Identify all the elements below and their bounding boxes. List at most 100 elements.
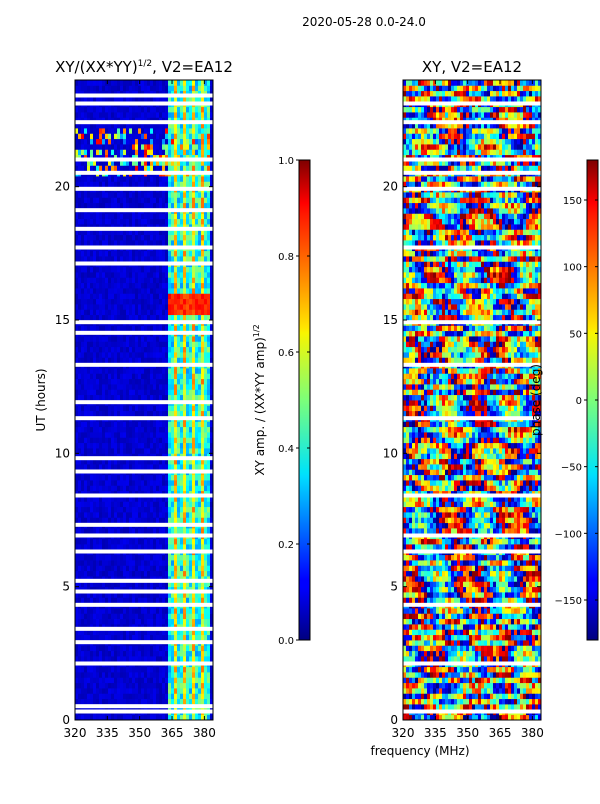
heatmap-cell	[138, 277, 142, 284]
heatmap-cell	[78, 357, 82, 364]
heatmap-cell	[201, 144, 205, 150]
heatmap-cell	[105, 272, 109, 278]
heatmap-cell	[147, 240, 151, 246]
heatmap-cell	[108, 426, 112, 433]
heatmap-cell	[159, 474, 163, 481]
heatmap-cell	[84, 213, 88, 220]
heatmap-cell	[177, 341, 181, 348]
heatmap-cell	[96, 293, 100, 300]
heatmap-cell	[195, 458, 199, 465]
heatmap-cell	[126, 517, 130, 524]
heatmap-cell	[93, 656, 97, 662]
left-panel-title: XY/(XX*YY)1/2, V2=EA12	[55, 58, 233, 76]
heatmap-cell	[162, 341, 166, 348]
heatmap-cell	[135, 565, 139, 572]
heatmap-cell	[174, 256, 178, 262]
heatmap-cell	[171, 544, 175, 550]
heatmap-cell	[195, 554, 199, 561]
heatmap-cell	[126, 714, 130, 720]
heatmap-cell	[195, 565, 199, 572]
heatmap-cell	[210, 538, 213, 545]
heatmap-cell	[204, 282, 208, 289]
heatmap-cell	[171, 165, 175, 172]
heatmap-cell	[93, 352, 97, 358]
heatmap-cell	[156, 325, 160, 332]
heatmap-cell	[120, 496, 124, 502]
heatmap-cell	[102, 437, 106, 444]
heatmap-cell	[189, 650, 193, 657]
heatmap-cell	[189, 410, 193, 417]
heatmap-cell	[108, 272, 112, 278]
heatmap-cell	[75, 341, 79, 348]
heatmap-cell	[120, 565, 124, 572]
heatmap-cell	[78, 650, 82, 657]
heatmap-cell	[129, 149, 133, 156]
heatmap-cell	[144, 197, 148, 204]
heatmap-cell	[198, 352, 202, 358]
heatmap-cell	[207, 293, 211, 300]
heatmap-cell	[204, 389, 208, 396]
heatmap-cell	[102, 480, 106, 486]
heatmap-cell	[162, 442, 166, 449]
heatmap-cell	[147, 373, 151, 380]
heatmap-cell	[96, 480, 100, 486]
heatmap-cell	[162, 597, 166, 604]
heatmap-cell	[105, 357, 109, 364]
heatmap-cell	[123, 570, 127, 577]
heatmap-cell	[150, 336, 154, 342]
heatmap-cell	[138, 634, 142, 641]
heatmap-cell	[153, 378, 157, 385]
heatmap-cell	[207, 213, 211, 220]
heatmap-cell	[75, 597, 79, 604]
heatmap-cell	[165, 485, 169, 492]
heatmap-cell	[108, 304, 112, 310]
heatmap-cell	[117, 229, 121, 236]
heatmap-cell	[84, 256, 88, 262]
heatmap-cell	[102, 176, 106, 182]
heatmap-cell	[114, 298, 118, 305]
heatmap-cell	[102, 304, 106, 310]
heatmap-cell	[84, 570, 88, 577]
heatmap-cell	[183, 698, 187, 705]
heatmap-cell	[147, 528, 151, 534]
heatmap-cell	[96, 464, 100, 470]
heatmap-cell	[87, 389, 91, 396]
heatmap-cell	[171, 304, 175, 310]
heatmap-cell	[147, 394, 151, 401]
heatmap-cell	[192, 341, 196, 348]
heatmap-cell	[171, 325, 175, 332]
heatmap-cell	[129, 464, 133, 470]
heatmap-cell	[180, 688, 184, 694]
heatmap-cell	[87, 240, 91, 246]
heatmap-cell	[177, 666, 181, 673]
heatmap-cell	[93, 512, 97, 518]
heatmap-cell	[162, 346, 166, 353]
heatmap-cell	[111, 448, 115, 454]
heatmap-cell	[126, 138, 130, 145]
heatmap-cell	[81, 528, 85, 534]
heatmap-cell	[144, 314, 148, 321]
heatmap-cell	[141, 240, 145, 246]
heatmap-cell	[165, 688, 169, 694]
heatmap-cell	[189, 714, 193, 720]
heatmap-cell	[78, 528, 82, 534]
heatmap-cell	[99, 288, 103, 294]
heatmap-cell	[141, 480, 145, 486]
heatmap-cell	[123, 144, 127, 150]
heatmap-cell	[201, 629, 205, 636]
heatmap-cell	[111, 688, 115, 694]
heatmap-cell	[138, 688, 142, 694]
heatmap-cell	[153, 389, 157, 396]
heatmap-cell	[174, 341, 178, 348]
heatmap-cell	[147, 304, 151, 310]
heatmap-cell	[84, 325, 88, 332]
heatmap-cell	[192, 394, 196, 401]
heatmap-cell	[138, 378, 142, 385]
heatmap-cell	[159, 528, 163, 534]
heatmap-cell	[165, 517, 169, 524]
heatmap-cell	[132, 256, 136, 262]
heatmap-cell	[204, 165, 208, 172]
heatmap-cell	[186, 160, 190, 166]
heatmap-cell	[129, 293, 133, 300]
heatmap-cell	[93, 570, 97, 577]
